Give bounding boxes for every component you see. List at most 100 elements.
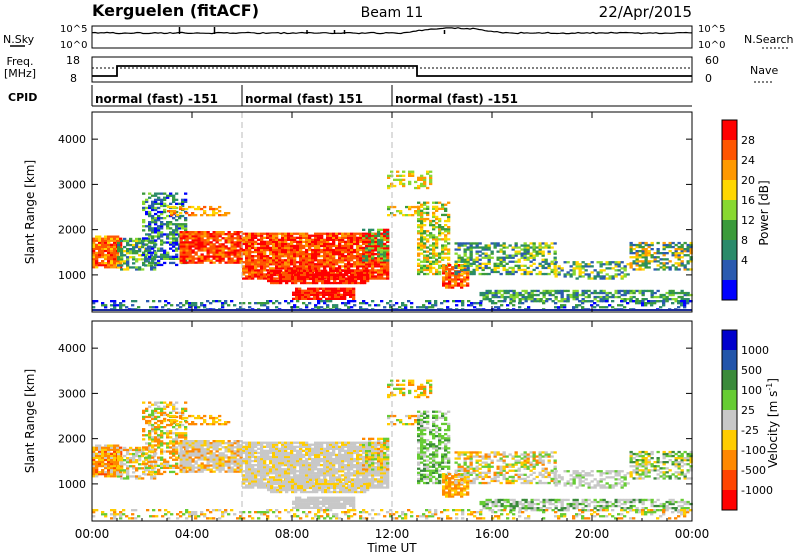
heatmap-cell <box>541 258 545 261</box>
heatmap-cell <box>170 210 174 213</box>
heatmap-cell <box>215 212 219 215</box>
heatmap-cell <box>509 289 513 293</box>
heatmap-cell <box>511 254 515 257</box>
heatmap-cell <box>215 462 219 465</box>
heatmap-cell <box>212 440 216 443</box>
heatmap-cell <box>185 302 189 305</box>
heatmap-cell <box>221 237 225 240</box>
heatmap-cell <box>311 271 315 274</box>
heatmap-cell <box>374 263 378 266</box>
heatmap-cell <box>113 464 117 468</box>
heatmap-cell <box>260 275 264 278</box>
heatmap-cell <box>248 470 252 473</box>
heatmap-cell <box>200 255 204 258</box>
heatmap-cell <box>599 275 603 278</box>
heatmap-cell <box>172 407 176 410</box>
heatmap-cell <box>113 251 117 255</box>
heatmap-cell <box>191 249 195 252</box>
heatmap-cell <box>352 287 356 290</box>
heatmap-cell <box>160 407 164 410</box>
heatmap-cell <box>296 300 300 303</box>
heatmap-cell <box>335 261 339 264</box>
heatmap-cell <box>566 300 570 303</box>
heatmap-cell <box>119 302 123 305</box>
heatmap-cell <box>150 463 154 466</box>
heatmap-cell <box>257 462 261 465</box>
heatmap-cell <box>432 205 436 208</box>
heatmap-cell <box>212 460 216 463</box>
heatmap-cell <box>347 259 351 262</box>
heatmap-cell <box>251 453 255 457</box>
heatmap-cell <box>438 232 442 235</box>
heatmap-cell <box>129 237 133 241</box>
heatmap-cell <box>245 275 249 278</box>
heatmap-cell <box>157 464 161 467</box>
heatmap-cell <box>175 419 179 423</box>
heatmap-cell <box>245 474 249 477</box>
heatmap-cell <box>206 456 210 459</box>
heatmap-cell <box>326 300 330 303</box>
heatmap-cell <box>160 436 164 439</box>
heatmap-cell <box>101 260 105 263</box>
heatmap-cell <box>445 286 449 289</box>
heatmap-cell <box>147 237 151 241</box>
heatmap-cell <box>432 244 436 247</box>
heatmap-cell <box>95 466 99 470</box>
heatmap-cell <box>362 236 366 240</box>
heatmap-cell <box>197 237 201 240</box>
heatmap-cell <box>347 242 351 246</box>
heatmap-cell <box>476 302 480 305</box>
heatmap-cell <box>317 302 321 305</box>
heatmap-cell <box>374 242 378 246</box>
heatmap-cell <box>665 266 669 269</box>
heatmap-cell <box>323 259 327 262</box>
heatmap-cell <box>251 449 255 452</box>
heatmap-cell <box>263 232 267 235</box>
heatmap-cell <box>438 256 442 259</box>
heatmap-cell <box>517 258 521 261</box>
heatmap-cell <box>227 446 231 449</box>
heatmap-cell <box>332 304 336 307</box>
heatmap-cell <box>107 243 111 246</box>
heatmap-cell <box>272 255 276 258</box>
heatmap-cell <box>523 246 527 249</box>
heatmap-cell <box>203 454 207 457</box>
heatmap-cell <box>532 268 536 272</box>
heatmap-cell <box>371 247 375 250</box>
heatmap-cell <box>260 248 264 252</box>
heatmap-cell <box>383 255 387 258</box>
heatmap-cell <box>365 265 369 268</box>
heatmap-cell <box>167 419 171 422</box>
heatmap-cell <box>175 458 179 461</box>
heatmap-cell <box>641 291 645 295</box>
heatmap-cell <box>671 264 675 267</box>
heatmap-cell <box>181 423 185 427</box>
heatmap-cell <box>321 273 325 277</box>
heatmap-cell <box>169 192 173 195</box>
heatmap-cell <box>638 245 642 249</box>
heatmap-cell <box>644 243 648 247</box>
heatmap-cell <box>239 251 243 254</box>
heatmap-cell <box>435 201 439 204</box>
heatmap-cell <box>306 277 310 281</box>
heatmap-cell <box>224 454 228 457</box>
heatmap-cell <box>251 441 255 444</box>
heatmap-cell <box>257 271 261 274</box>
heatmap-cell <box>368 257 372 260</box>
heatmap-cell <box>209 464 213 467</box>
heatmap-cell <box>575 289 579 293</box>
heatmap-cell <box>239 446 243 449</box>
heatmap-cell <box>599 291 603 295</box>
heatmap-cell <box>151 466 155 469</box>
heatmap-cell <box>175 456 179 459</box>
heatmap-cell <box>299 240 303 243</box>
heatmap-cell <box>318 273 322 277</box>
heatmap-cell <box>142 417 146 421</box>
heatmap-cell <box>584 289 588 293</box>
heatmap-cell <box>242 265 246 268</box>
heatmap-cell <box>335 246 339 250</box>
heatmap-cell <box>334 291 338 294</box>
heatmap-cell <box>572 269 576 272</box>
heatmap-cell <box>683 291 687 295</box>
heatmap-cell <box>324 281 328 285</box>
